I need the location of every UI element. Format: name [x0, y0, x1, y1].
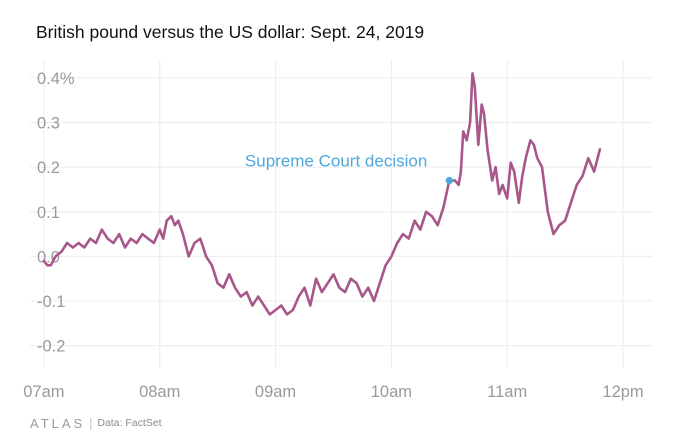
y-tick-label: 0.3	[37, 114, 60, 132]
x-tick-label: 07am	[23, 383, 64, 401]
annotation-label: Supreme Court decision	[245, 152, 427, 171]
footer: ATLAS | Data: FactSet	[30, 415, 162, 431]
x-tick-label: 08am	[139, 383, 180, 401]
y-tick-label: -0.1	[37, 293, 65, 311]
y-tick-label: 0.1	[37, 204, 60, 222]
x-tick-label: 12pm	[602, 383, 643, 401]
y-tick-label: -0.2	[37, 338, 65, 356]
footer-separator: |	[89, 416, 93, 430]
data-source: Data: FactSet	[97, 417, 162, 429]
x-tick-label: 10am	[371, 383, 412, 401]
series-line	[42, 72, 602, 316]
annotation-layer: Supreme Court decision	[245, 152, 453, 185]
gridlines	[30, 60, 652, 368]
x-tick-label: 11am	[487, 383, 527, 401]
y-axis-ticks: 0.4% 0.3 0.2 0.1 0.0 -0.1 -0.2	[37, 70, 75, 356]
annotation-marker	[445, 176, 453, 185]
y-tick-label: 0.4%	[37, 70, 75, 88]
atlas-logo: ATLAS	[30, 415, 86, 431]
x-axis-ticks: 07am 08am 09am 10am 11am 12pm	[23, 383, 643, 401]
x-tick-label: 09am	[255, 383, 296, 401]
y-tick-label: 0.2	[37, 159, 60, 177]
series-layer	[42, 72, 602, 316]
chart-title: British pound versus the US dollar: Sept…	[36, 22, 425, 42]
y-tick-label: 0.0	[37, 248, 60, 266]
